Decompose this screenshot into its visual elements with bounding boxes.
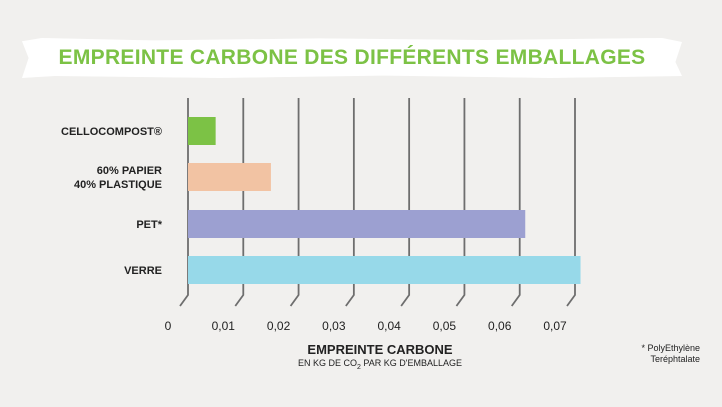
category-label: VERRE [124, 265, 162, 277]
x-axis-subtitle: EN KG DE CO2 PAR KG D'EMBALLAGE [220, 358, 540, 371]
footnote-line-2: Teréphtalate [650, 354, 700, 364]
x-axis-subtitle-suffix: PAR KG D'EMBALLAGE [360, 358, 462, 368]
bar [188, 117, 216, 145]
gridline [289, 98, 300, 307]
gridline [566, 98, 576, 307]
x-tick-label: 0,03 [322, 319, 346, 333]
gridline [345, 98, 355, 307]
category-label: 60% PAPIER 40% PLASTIQUE [74, 165, 162, 191]
x-tick-label: 0,01 [212, 319, 236, 333]
x-tick-labels: 0 0,01 0,02 0,03 0,04 0,05 0,06 0,07 [165, 319, 567, 333]
gridline [179, 98, 189, 307]
category-label-line: PET* [136, 219, 162, 231]
category-label-line: CELLOCOMPOST® [61, 126, 162, 138]
x-tick-label: 0,04 [377, 319, 401, 333]
x-axis-title: EMPREINTE CARBONE [307, 342, 453, 357]
category-label-line: 40% PLASTIQUE [74, 179, 162, 191]
bar [188, 210, 526, 238]
x-tick-label: 0,02 [267, 319, 291, 333]
bar [188, 163, 271, 191]
footnote-line-1: * PolyEthylène [641, 343, 700, 353]
category-label: PET* [136, 219, 162, 231]
bar [188, 256, 581, 284]
x-tick-label: 0,05 [433, 319, 457, 333]
gridlines [179, 98, 576, 307]
category-label-line: VERRE [124, 265, 162, 277]
x-tick-label: 0 [165, 319, 172, 333]
gridline [400, 98, 411, 307]
title-banner [22, 38, 682, 78]
footnote: * PolyEthylène Teréphtalate [600, 343, 700, 365]
x-tick-label: 0,06 [488, 319, 512, 333]
category-labels: CELLOCOMPOST® 60% PAPIER 40% PLASTIQUE PET*… [61, 126, 163, 277]
x-axis-subtitle-prefix: EN KG DE CO [297, 358, 357, 368]
x-tick-label: 0,07 [543, 319, 567, 333]
category-label-line: 60% PAPIER [97, 165, 162, 177]
gridline [510, 98, 521, 307]
x-axis-subtitle-subscript: 2 [357, 363, 361, 371]
category-label: CELLOCOMPOST® [61, 126, 162, 138]
chart-title: EMPREINTE CARBONE DES DIFFÉRENTS EMBALLA… [58, 46, 646, 69]
bars [188, 117, 581, 284]
gridline [455, 98, 466, 307]
